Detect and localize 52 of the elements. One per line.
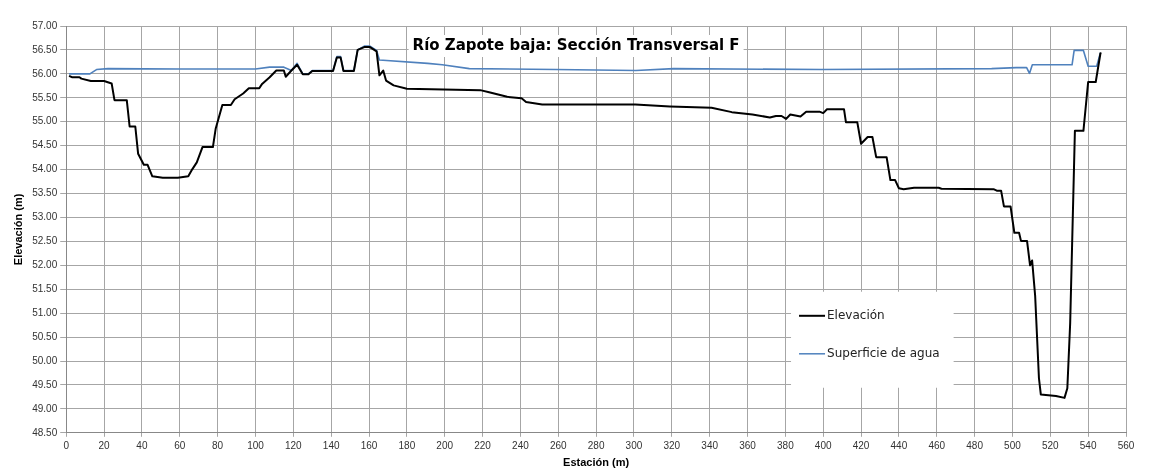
x-tick-label: 280 — [587, 439, 605, 451]
x-tick-label: 460 — [928, 439, 946, 451]
y-tick-label: 49.50 — [32, 378, 58, 390]
y-tick-label: 57.00 — [32, 19, 58, 31]
x-tick-label: 220 — [474, 439, 492, 451]
x-tick-label: 520 — [1041, 439, 1060, 451]
x-tick-label: 180 — [398, 439, 416, 451]
y-tick-label: 48.50 — [32, 426, 58, 438]
legend-label: Superficie de agua — [827, 345, 940, 360]
y-axis-title: Elevación (m) — [11, 193, 24, 266]
x-tick-label: 380 — [777, 439, 795, 451]
x-tick-label: 240 — [512, 439, 530, 451]
x-tick-label: 120 — [284, 439, 303, 451]
y-tick-label: 50.50 — [32, 330, 58, 342]
y-tick-label: 52.50 — [32, 235, 58, 247]
x-axis-title: Estación (m) — [563, 456, 630, 469]
x-tick-label: 80 — [212, 439, 224, 451]
x-tick-label: 440 — [890, 439, 908, 451]
x-tick-label: 420 — [852, 439, 870, 451]
x-tick-label: 160 — [360, 439, 378, 451]
x-tick-label: 400 — [814, 439, 832, 451]
x-tick-label: 560 — [1117, 439, 1135, 451]
y-tick-label: 52.00 — [32, 259, 58, 271]
x-tick-label: 140 — [322, 439, 340, 451]
x-tick-label: 360 — [739, 439, 757, 451]
y-tick-label: 51.50 — [32, 282, 58, 294]
y-tick-label: 54.50 — [32, 139, 58, 151]
y-tick-label: 51.00 — [32, 306, 58, 318]
y-tick-label: 55.00 — [32, 115, 58, 127]
y-tick-label: 54.00 — [32, 163, 58, 175]
y-tick-label: 56.00 — [32, 67, 58, 79]
x-tick-label: 500 — [1004, 439, 1022, 451]
x-tick-label: 40 — [136, 439, 148, 451]
x-tick-label: 480 — [966, 439, 984, 451]
y-tick-label: 55.50 — [32, 91, 58, 103]
y-tick-label: 50.00 — [32, 354, 58, 366]
x-tick-label: 300 — [625, 439, 643, 451]
legend-label: Elevación — [827, 307, 885, 322]
x-tick-label: 0 — [63, 439, 70, 451]
x-tick-label: 260 — [549, 439, 568, 451]
x-tick-label: 20 — [98, 439, 111, 451]
x-tick-label: 200 — [436, 439, 454, 451]
y-tick-label: 56.50 — [32, 43, 58, 55]
x-tick-label: 60 — [174, 439, 186, 451]
y-tick-label: 53.50 — [32, 187, 58, 199]
y-tick-label: 53.00 — [32, 211, 58, 223]
x-tick-label: 320 — [663, 439, 681, 451]
x-tick-label: 540 — [1079, 439, 1097, 451]
x-tick-label: 100 — [247, 439, 265, 451]
y-tick-label: 49.00 — [32, 402, 58, 414]
text: Río Zapote baja: Sección Transversal F — [412, 35, 740, 54]
x-tick-label: 340 — [701, 439, 719, 451]
